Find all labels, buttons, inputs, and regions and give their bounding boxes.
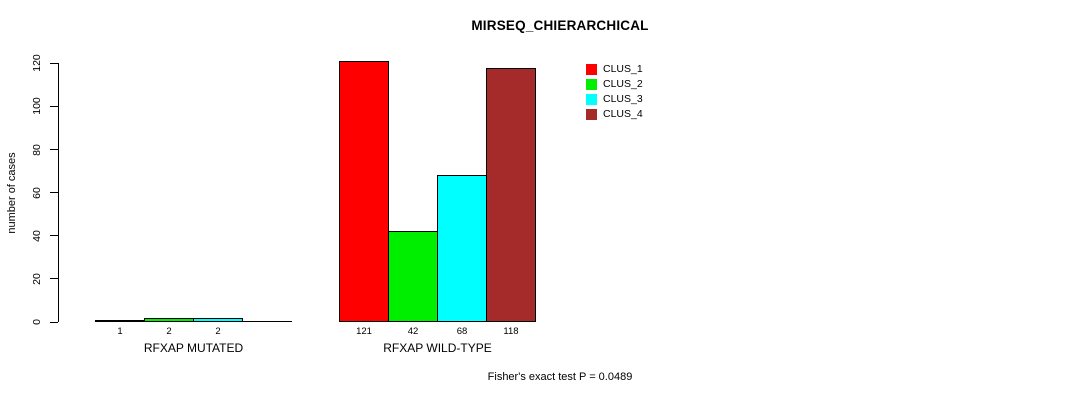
y-tick-label: 20	[31, 273, 43, 285]
bar-value-label: 2	[215, 326, 221, 337]
bar-value-label: 1	[117, 326, 123, 337]
bar-clus_1	[95, 319, 145, 322]
bar-clus_4	[486, 67, 536, 322]
y-tick-label: 0	[31, 319, 43, 325]
bar-value-label: 118	[503, 326, 519, 337]
y-tick-mark	[50, 149, 58, 151]
bar-clus_3	[193, 317, 243, 322]
bar-value-label: 2	[166, 326, 172, 337]
legend-swatch-icon	[586, 64, 597, 75]
category-label: RFXAP MUTATED	[143, 341, 244, 355]
bar-clus_2	[144, 317, 194, 322]
chart-title: MIRSEQ_CHIERARCHICAL	[471, 18, 649, 33]
legend-label: CLUS_4	[603, 108, 643, 120]
legend-label: CLUS_3	[603, 93, 643, 105]
y-tick-mark	[50, 321, 58, 323]
y-tick-label: 120	[31, 54, 43, 73]
y-tick-label: 40	[31, 229, 43, 242]
legend-label: CLUS_2	[603, 78, 643, 90]
bar-clus_3	[437, 175, 487, 322]
category-label: RFXAP WILD-TYPE	[383, 341, 492, 355]
bar-clus_1	[339, 61, 389, 322]
bar-clus_2	[388, 231, 438, 322]
fisher-test-annotation: Fisher's exact test P = 0.0489	[487, 371, 633, 383]
legend-swatch-icon	[586, 94, 597, 105]
legend-item-clus_4: CLUS_4	[586, 107, 643, 122]
y-tick-label: 60	[31, 186, 43, 199]
bar-value-label: 42	[407, 326, 419, 337]
legend-item-clus_3: CLUS_3	[586, 92, 643, 107]
legend: CLUS_1 CLUS_2 CLUS_3 CLUS_4	[586, 62, 643, 122]
y-tick-label: 100	[31, 97, 43, 116]
y-tick-label: 80	[31, 143, 43, 156]
legend-item-clus_1: CLUS_1	[586, 62, 643, 77]
legend-swatch-icon	[586, 79, 597, 90]
y-tick-mark	[50, 192, 58, 194]
legend-swatch-icon	[586, 109, 597, 120]
y-axis-line	[58, 63, 59, 322]
y-tick-mark	[50, 105, 58, 107]
legend-item-clus_2: CLUS_2	[586, 77, 643, 92]
bar-value-label: 121	[356, 326, 372, 337]
y-tick-mark	[50, 62, 58, 64]
y-tick-mark	[50, 278, 58, 280]
y-axis-label: number of cases	[6, 152, 18, 234]
bar-value-label: 68	[456, 326, 468, 337]
y-tick-mark	[50, 235, 58, 237]
legend-label: CLUS_1	[603, 63, 643, 75]
